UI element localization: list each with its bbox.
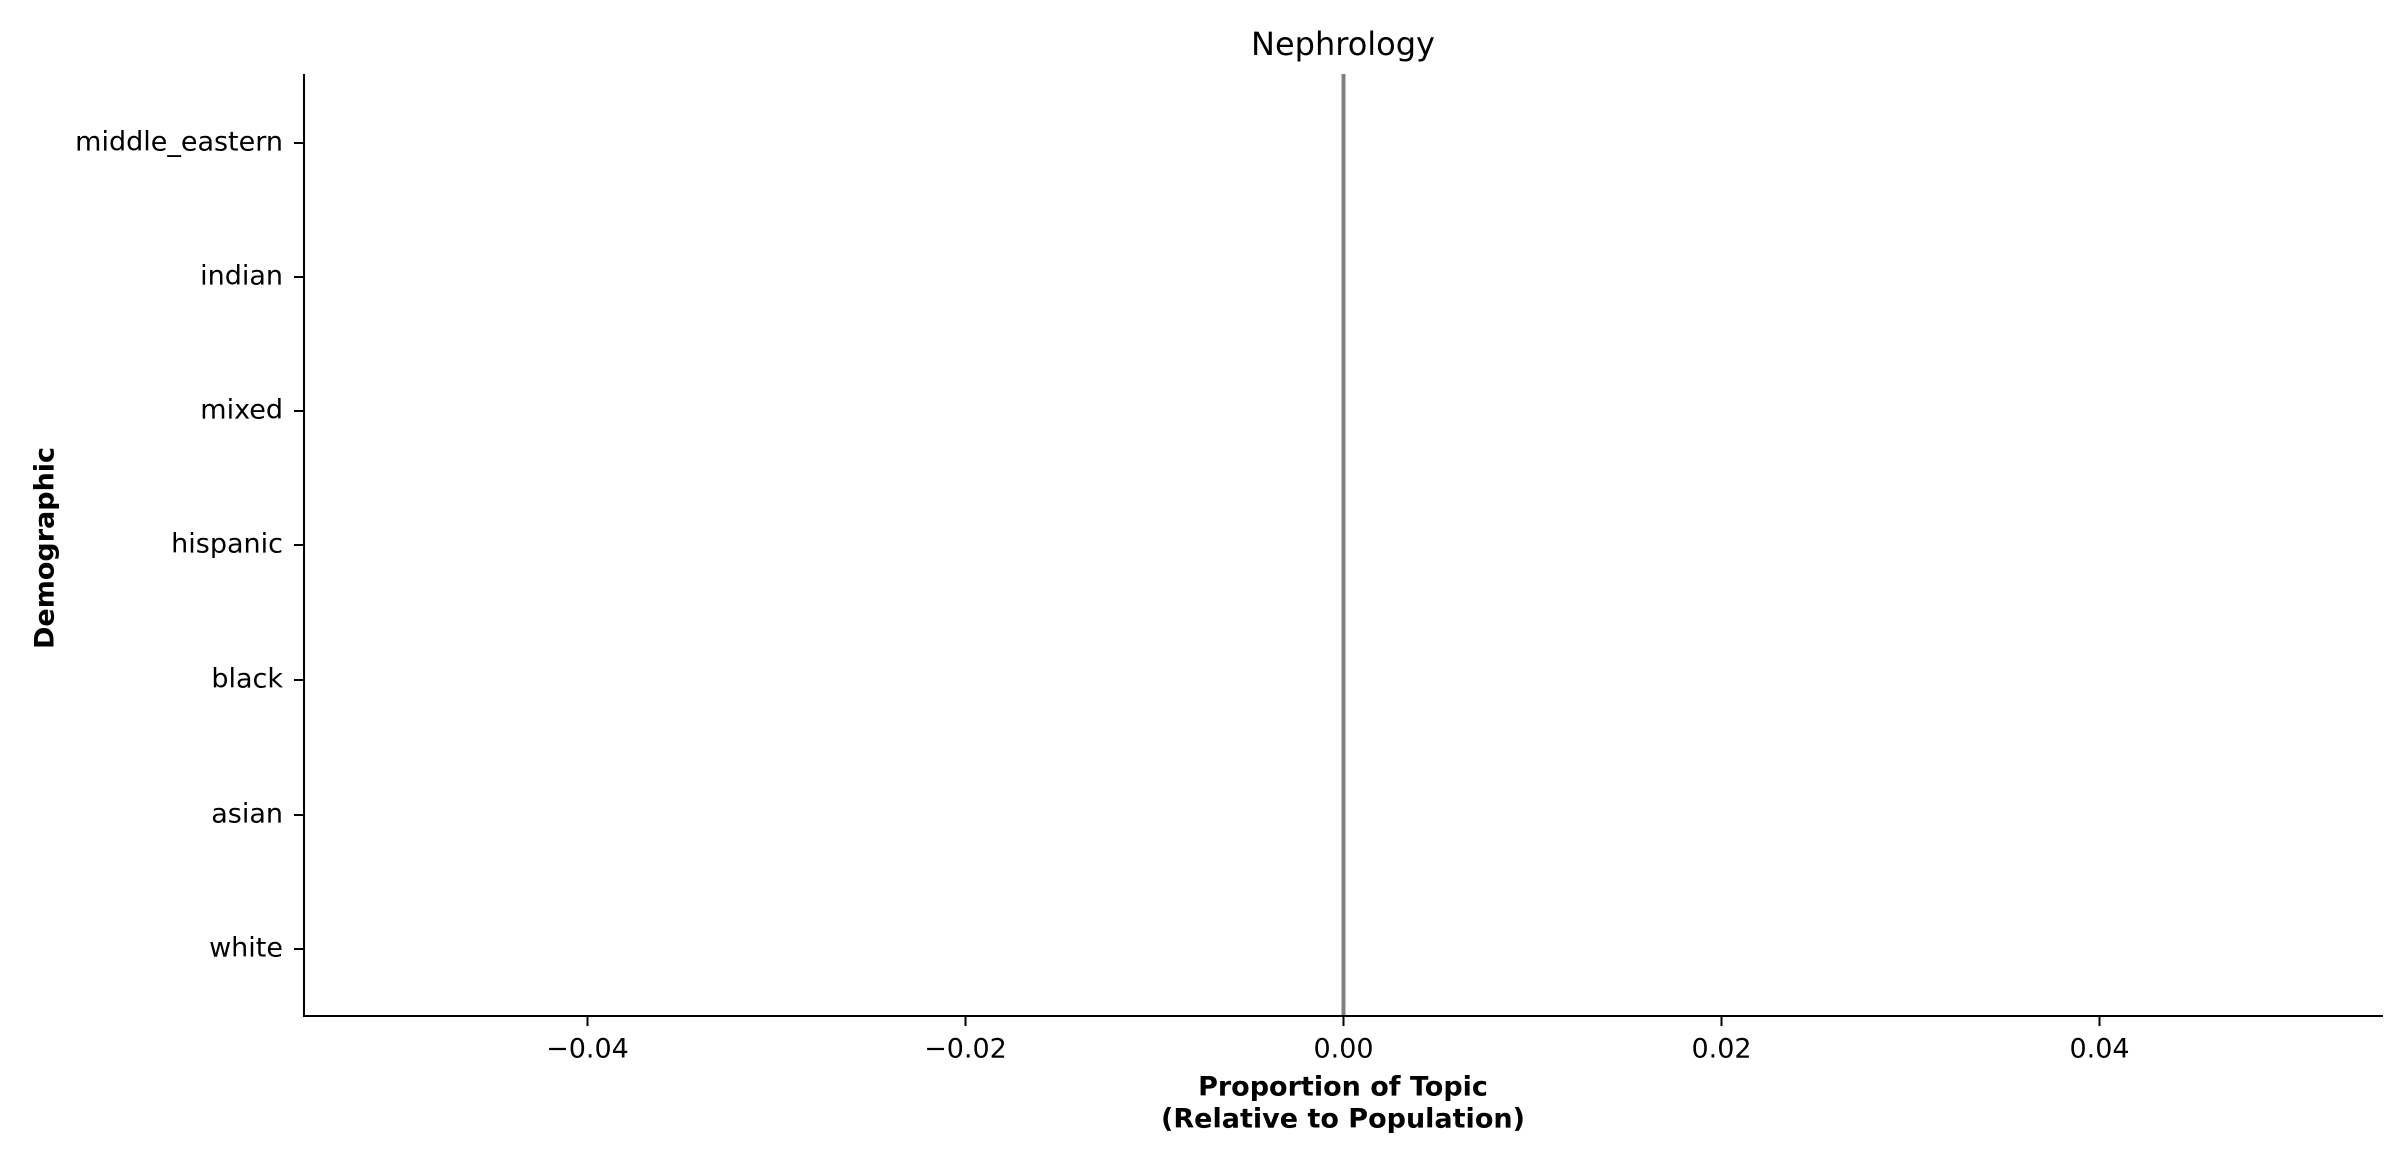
y-tick-label: middle_eastern	[75, 127, 283, 158]
y-tick-label: asian	[211, 799, 283, 830]
x-tick-label: 0.02	[1691, 1034, 1751, 1065]
y-tick-label: indian	[200, 261, 283, 292]
x-tick-label: −0.04	[546, 1034, 629, 1065]
x-tick-label: 0.04	[2069, 1034, 2129, 1065]
x-tick-label: −0.02	[924, 1034, 1007, 1065]
x-axis-label-line1: Proportion of Topic	[1198, 1072, 1488, 1103]
x-axis-label-line2: (Relative to Population)	[1161, 1104, 1525, 1135]
x-tick-label: 0.00	[1313, 1034, 1373, 1065]
y-tick-label: black	[211, 664, 283, 695]
y-axis-label: Demographic	[30, 447, 61, 649]
x-ticks-layer: −0.04 −0.02 0.00 0.02 0.04	[546, 1016, 2130, 1065]
y-tick-label: hispanic	[171, 529, 283, 560]
y-tick-label: white	[209, 933, 283, 964]
chart-title: Nephrology	[1251, 25, 1435, 63]
y-tick-label: mixed	[200, 395, 283, 426]
